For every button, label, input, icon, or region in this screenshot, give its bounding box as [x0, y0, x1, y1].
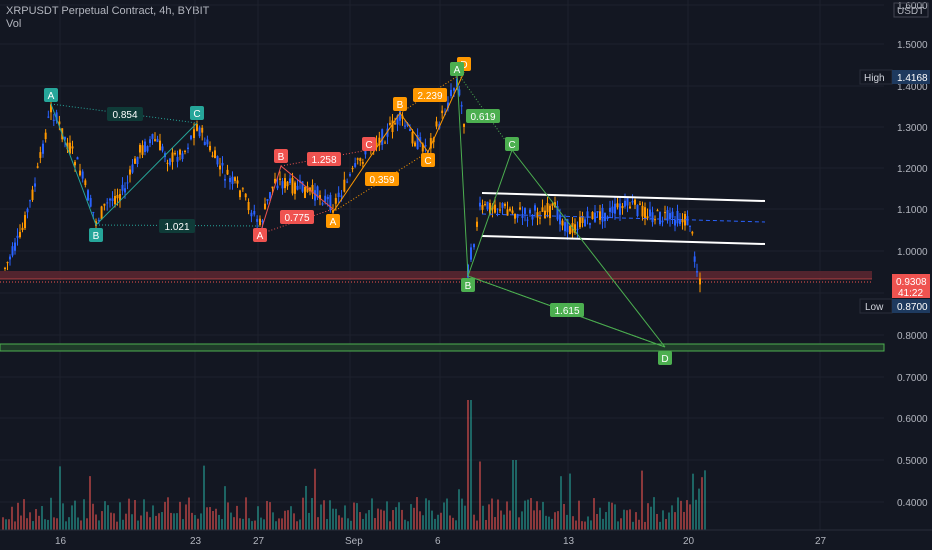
time-axis[interactable]: 16 23 27 Sep 6 13 20 27	[0, 529, 932, 547]
grid-lines	[0, 0, 884, 530]
svg-text:B: B	[93, 231, 100, 242]
svg-text:1.021: 1.021	[164, 222, 189, 233]
time-tick-label: 16	[55, 536, 67, 547]
svg-text:A: A	[257, 231, 264, 242]
pattern-point-label: C	[362, 137, 376, 151]
time-tick-label: 27	[815, 536, 827, 547]
svg-text:A: A	[48, 91, 55, 102]
pattern-point-label: 1.615	[550, 303, 584, 317]
price-tick-label: 0.5000	[897, 456, 928, 467]
pattern-point-label: 0.854	[107, 107, 143, 121]
channel-mid-line	[481, 213, 766, 223]
svg-text:B: B	[465, 281, 472, 292]
svg-text:0.854: 0.854	[112, 110, 137, 121]
chart-title: XRPUSDT Perpetual Contract, 4h, BYBIT	[6, 5, 210, 17]
svg-text:C: C	[365, 140, 372, 151]
time-tick-label: 6	[435, 536, 441, 547]
pattern-point-label: 0.359	[365, 172, 399, 186]
svg-text:A: A	[454, 65, 461, 76]
pattern-orange[interactable]	[332, 71, 465, 213]
pattern-point-label: B	[274, 149, 288, 163]
volume-indicator-label[interactable]: Vol	[6, 18, 22, 30]
svg-text:B: B	[397, 100, 404, 111]
svg-text:0.775: 0.775	[284, 213, 309, 224]
svg-text:C: C	[193, 109, 200, 120]
price-tick-label: 1.0000	[897, 247, 928, 258]
pattern-point-label: B	[461, 278, 475, 292]
high-marker: High 1.4168	[859, 69, 930, 85]
pattern-point-label: 0.775	[280, 210, 314, 224]
price-tick-label: 1.2000	[897, 164, 928, 175]
svg-text:1.258: 1.258	[311, 155, 336, 166]
target-zone	[0, 343, 885, 352]
pattern-red[interactable]	[259, 149, 369, 235]
svg-text:D: D	[661, 354, 668, 365]
price-tick-label: 1.5000	[897, 40, 928, 51]
pattern-point-label: 0.619	[466, 109, 500, 123]
price-tick-label: 0.4000	[897, 498, 928, 509]
pattern-point-label: 1.258	[307, 152, 341, 166]
pattern-point-label: A	[44, 88, 58, 102]
resistance-zone	[0, 271, 872, 279]
channel-upper-line[interactable]	[481, 192, 766, 202]
pattern-labels: A B C 0.854 1.021 A B C 1.258 0.775 A B C D 2.239 0.359…	[44, 57, 672, 365]
svg-text:High: High	[864, 73, 885, 84]
price-tick-label: 1.4000	[897, 82, 928, 93]
pattern-point-label: A	[253, 228, 267, 242]
svg-text:0.619: 0.619	[470, 112, 495, 123]
time-tick-label: 27	[253, 536, 265, 547]
pattern-point-label: B	[89, 228, 103, 242]
svg-text:2.239: 2.239	[417, 91, 442, 102]
svg-text:C: C	[508, 140, 515, 151]
svg-text:41:22: 41:22	[898, 288, 923, 299]
pattern-teal[interactable]	[50, 103, 261, 227]
currency-label: USDT	[897, 6, 924, 17]
pattern-point-label: A	[450, 62, 464, 76]
time-tick-label: 13	[563, 536, 575, 547]
volume-bars	[2, 400, 706, 530]
svg-text:0.8700: 0.8700	[897, 302, 928, 313]
svg-text:0.359: 0.359	[369, 175, 394, 186]
price-tick-label: 0.6000	[897, 414, 928, 425]
price-tick-label: 0.8000	[897, 331, 928, 342]
pattern-point-label: C	[190, 106, 204, 120]
pattern-point-label: 1.021	[159, 219, 195, 233]
low-marker: Low 0.8700	[859, 298, 930, 314]
price-tick-label: 0.7000	[897, 373, 928, 384]
pattern-point-label: 2.239	[413, 88, 447, 102]
svg-text:0.9308: 0.9308	[896, 277, 927, 288]
pattern-point-label: D	[658, 351, 672, 365]
currency-box	[893, 2, 929, 18]
svg-text:1.615: 1.615	[554, 306, 579, 317]
svg-text:1.4168: 1.4168	[897, 73, 928, 84]
pattern-point-label: B	[393, 97, 407, 111]
price-tick-label: 1.6000	[897, 1, 928, 12]
svg-text:B: B	[278, 152, 285, 163]
svg-text:Low: Low	[865, 302, 884, 313]
pattern-point-label: C	[505, 137, 519, 151]
current-price-marker: 0.9308 41:22	[892, 274, 930, 299]
pattern-point-label: A	[326, 214, 340, 228]
candlesticks	[4, 71, 701, 293]
time-tick-label: 23	[190, 536, 202, 547]
price-tick-label: 1.3000	[897, 123, 928, 134]
svg-text:A: A	[330, 217, 337, 228]
time-tick-label: 20	[683, 536, 695, 547]
pattern-point-label: C	[421, 153, 435, 167]
time-tick-label: Sep	[345, 536, 363, 547]
channel-lower-line[interactable]	[481, 235, 766, 245]
svg-text:C: C	[424, 156, 431, 167]
price-tick-label: 1.1000	[897, 205, 928, 216]
